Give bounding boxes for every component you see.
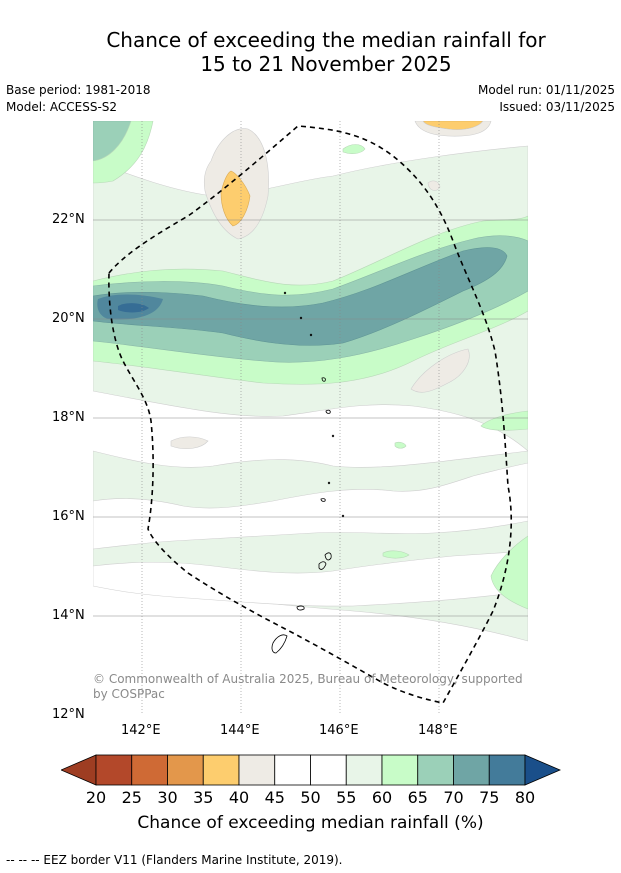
map-lat-gridlines <box>93 219 528 617</box>
lon-label-142e: 142°E <box>121 723 161 738</box>
colorbar-tick-35: 35 <box>193 788 214 807</box>
island-small-4 <box>309 333 313 337</box>
lat-label-20n: 20°N <box>52 311 85 326</box>
contour-45-ne-small <box>427 180 441 191</box>
colorbar-tick-60: 60 <box>371 788 393 807</box>
island-small-1 <box>331 434 335 438</box>
colorbar-cell-3 <box>202 754 240 786</box>
colorbar-cell-7 <box>345 754 383 786</box>
contour-45-east <box>410 348 470 393</box>
contour-65-small <box>382 550 410 559</box>
contour-65-topmid <box>342 144 366 154</box>
contour-55-south-hole <box>93 462 528 550</box>
contour-65-southeast2 <box>480 410 528 431</box>
contour-75-band <box>93 247 508 346</box>
colorbar-tick-20: 20 <box>85 788 107 807</box>
island-small-5 <box>299 316 303 320</box>
issued-date: Issued: 03/11/2025 <box>499 100 615 114</box>
colorbar-svg <box>59 754 562 786</box>
meta-left: Base period: 1981-2018 Model: ACCESS-S2 <box>6 82 151 116</box>
islands <box>271 291 345 654</box>
contour-65-topleft <box>93 121 154 184</box>
colorbar-tick-25: 25 <box>121 788 142 807</box>
map-svg <box>93 121 528 715</box>
colorbar-cell-5 <box>274 754 311 786</box>
contour-65-small2 <box>394 441 407 449</box>
colorbar-cell-2 <box>167 754 204 786</box>
lat-label-18n: 18°N <box>52 410 85 425</box>
colorbar-tick-30: 30 <box>157 788 178 807</box>
meta-right: Model run: 01/11/2025 Issued: 03/11/2025 <box>478 82 615 116</box>
eez-border <box>108 125 513 704</box>
lat-label-16n: 16°N <box>52 509 85 524</box>
base-period: Base period: 1981-2018 <box>6 83 151 97</box>
island-small-3 <box>341 514 345 518</box>
eez-footnote: -- -- -- EEZ border V11 (Flanders Marine… <box>6 853 343 867</box>
colorbar-label: Chance of exceeding median rainfall (%) <box>137 813 484 833</box>
island-saipan <box>324 552 332 561</box>
colorbar-low-arrow <box>59 754 97 786</box>
island-tinian <box>318 561 327 570</box>
lon-label-144e: 144°E <box>220 723 260 738</box>
colorbar-tick-80: 80 <box>514 788 536 807</box>
colorbar-cell-0 <box>95 754 133 786</box>
model-name: Model: ACCESS-S2 <box>6 100 118 114</box>
lon-label-146e: 146°E <box>319 723 359 738</box>
colorbar-cell-11 <box>488 754 526 786</box>
colorbar-tick-50: 50 <box>300 788 321 807</box>
title-line-2: 15 to 21 November 2025 <box>200 52 452 76</box>
colorbar-cells <box>95 754 526 786</box>
title-line-1: Chance of exceeding the median rainfall … <box>106 28 546 52</box>
colorbar-cell-8 <box>381 754 419 786</box>
colorbar-tick-70: 70 <box>443 788 464 807</box>
contour-45-topright <box>414 121 492 137</box>
colorbar-high-arrow <box>524 754 562 786</box>
map-panel[interactable] <box>93 121 528 715</box>
island-anatahan <box>320 498 326 502</box>
colorbar-tick-75: 75 <box>479 788 500 807</box>
colorbar-cell-10 <box>453 754 490 786</box>
lat-label-14n: 14°N <box>52 608 85 623</box>
lat-label-12n: 12°N <box>52 707 85 722</box>
island-guam <box>271 634 288 654</box>
island-agrihan <box>321 377 326 382</box>
contour-65-southeast <box>490 535 528 610</box>
model-run: Model run: 01/11/2025 <box>477 83 615 97</box>
colorbar-cell-1 <box>131 754 168 786</box>
colorbar-cell-9 <box>417 754 454 786</box>
contour-45-west <box>170 436 209 450</box>
colorbar-tick-45: 45 <box>264 788 285 807</box>
lon-label-148e: 148°E <box>418 723 458 738</box>
island-small-6 <box>283 291 287 295</box>
map-title: Chance of exceeding the median rainfall … <box>0 28 621 76</box>
contour-40-north <box>220 170 251 227</box>
island-pagan <box>325 409 331 414</box>
island-rota <box>296 605 305 611</box>
contour-80-edge <box>97 294 163 320</box>
island-small-2 <box>327 481 331 485</box>
colorbar-tick-40: 40 <box>228 788 250 807</box>
lat-label-22n: 22°N <box>52 212 85 227</box>
colorbar-tick-65: 65 <box>407 788 428 807</box>
colorbar-cell-6 <box>310 754 347 786</box>
colorbar <box>59 754 562 792</box>
colorbar-tick-55: 55 <box>336 788 357 807</box>
colorbar-cell-4 <box>238 754 276 786</box>
copyright-notice: © Commonwealth of Australia 2025, Bureau… <box>93 672 523 701</box>
